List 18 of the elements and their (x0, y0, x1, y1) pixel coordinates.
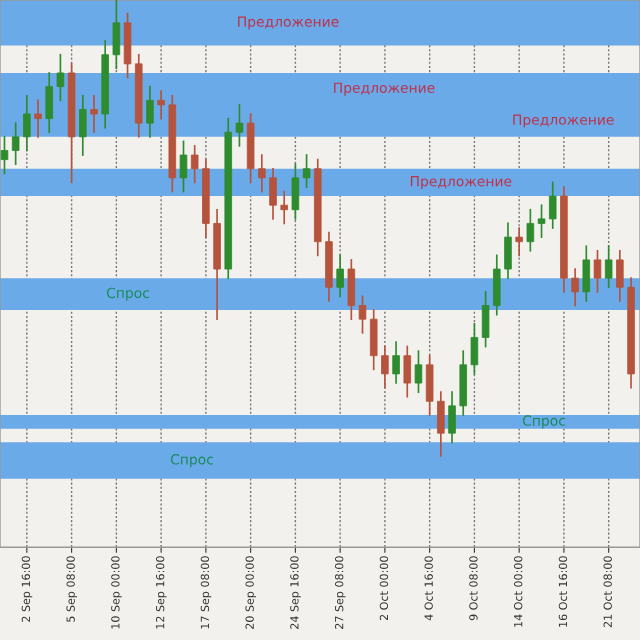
candlestick (515, 227, 523, 257)
candlestick (604, 245, 613, 289)
candlestick (414, 350, 423, 393)
candlestick (179, 140, 188, 193)
candlestick (347, 259, 356, 321)
candlestick (336, 254, 344, 298)
candlestick (593, 249, 602, 293)
candlestick (392, 341, 400, 384)
candlestick (0, 135, 9, 175)
candlestick (146, 85, 154, 138)
candlestick (403, 345, 412, 398)
candlestick (302, 154, 311, 188)
candlestick (582, 245, 591, 302)
candlestick (291, 163, 300, 220)
candlestick (90, 94, 98, 134)
candlestick (526, 208, 535, 252)
candlestick (34, 99, 42, 138)
candlestick (79, 94, 87, 156)
